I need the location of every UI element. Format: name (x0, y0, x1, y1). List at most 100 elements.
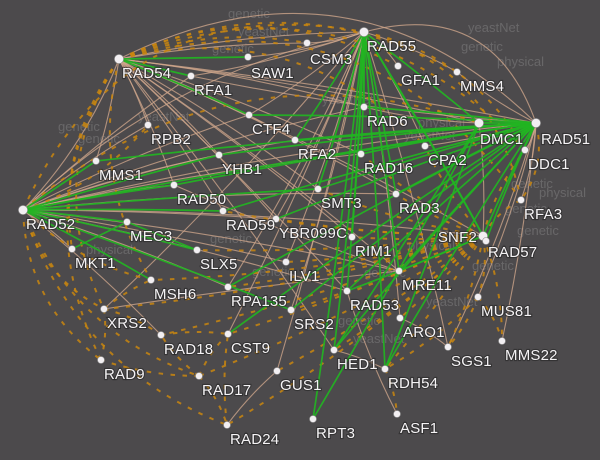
edge-RAD52-RAD18[interactable] (22, 209, 162, 336)
label-RFA2[interactable]: RFA2 (297, 145, 337, 164)
edge-SNF2-RAD17[interactable] (198, 235, 484, 377)
edge-DMC1-HED1[interactable] (333, 122, 480, 351)
edge-RAD54-YHB1[interactable] (118, 58, 220, 156)
label-GFA1[interactable]: GFA1 (400, 71, 441, 90)
label-RAD16[interactable]: RAD16 (363, 159, 414, 178)
edge-MEC3-SLX5[interactable] (126, 221, 198, 251)
edge-SNF2-XRS2[interactable] (103, 235, 484, 310)
node-ILV1[interactable] (282, 258, 290, 266)
edge-RAD52-MSH6[interactable] (22, 209, 152, 281)
node-CSM3[interactable] (303, 39, 311, 47)
edge-RAD52-SRS2[interactable] (22, 209, 292, 311)
node-RAD53[interactable] (343, 287, 351, 295)
label-RAD24[interactable]: RAD24 (229, 430, 280, 449)
label-RAD3[interactable]: RAD3 (398, 199, 441, 218)
label-MSH6[interactable]: MSH6 (153, 285, 197, 304)
edge-RAD55-RPT3[interactable] (312, 31, 365, 420)
label-YBR099C[interactable]: YBR099C (278, 224, 348, 243)
edge-RAD52-MSH6[interactable] (22, 209, 152, 281)
node-RAD59[interactable] (219, 207, 227, 215)
edge-RAD52-CTF4[interactable] (22, 114, 250, 211)
edge-RAD52-RAD55[interactable] (22, 23, 365, 211)
edge-RAD17-RAD9[interactable] (100, 359, 200, 377)
edge-MRE11-RAD50[interactable] (173, 184, 400, 272)
label-RAD53[interactable]: RAD53 (349, 296, 400, 315)
edge-HED1-RDH54[interactable] (333, 349, 386, 370)
node-ARO1[interactable] (396, 314, 404, 322)
label-RPT3[interactable]: RPT3 (315, 424, 356, 443)
edge-MUS81-RDH54[interactable] (384, 296, 479, 370)
edge-RAD52-RAD55[interactable] (22, 31, 365, 211)
label-ASF1[interactable]: ASF1 (399, 419, 439, 438)
edge-RAD17-CST9[interactable] (198, 333, 229, 377)
edge-RAD51-MUS81[interactable] (477, 122, 537, 298)
edge-SNF2-RDH54[interactable] (384, 235, 484, 370)
edge-RAD52-RPB2[interactable] (22, 124, 149, 211)
node-RDH54[interactable] (381, 365, 389, 373)
label-SMT3[interactable]: SMT3 (320, 194, 363, 213)
edge-SNF2-MSH6[interactable] (150, 235, 484, 281)
edge-RAD55-DMC1[interactable] (363, 31, 480, 124)
label-SNF2[interactable]: SNF2 (437, 228, 478, 247)
edge-RAD55-RAD51[interactable] (363, 24, 537, 124)
node-GFA1[interactable] (394, 62, 402, 70)
label-SLX5[interactable]: SLX5 (199, 255, 239, 274)
node-RFA2[interactable] (291, 136, 299, 144)
label-RPB2[interactable]: RPB2 (150, 130, 192, 149)
edge-RAD52-SMT3[interactable] (22, 188, 319, 211)
node-YHB1[interactable] (215, 151, 223, 159)
label-MMS4[interactable]: MMS4 (459, 77, 505, 96)
edge-CST9-RAD51[interactable] (227, 122, 537, 335)
label-RAD51[interactable]: RAD51 (540, 130, 591, 149)
label-MMS22[interactable]: MMS22 (504, 346, 559, 365)
edge-RAD54-RAD51[interactable] (118, 12, 537, 124)
node-MEC3[interactable] (123, 218, 131, 226)
edge-RDH54-RAD51[interactable] (384, 122, 537, 370)
node-CTF4[interactable] (245, 111, 253, 119)
node-RAD52[interactable] (18, 205, 28, 215)
edge-SNF2-CPA2[interactable] (424, 145, 484, 237)
node-RAD6[interactable] (360, 103, 368, 111)
node-GUS1[interactable] (273, 367, 281, 375)
edge-RAD53-RAD51[interactable] (346, 122, 537, 292)
edge-RAD52-RAD54[interactable] (22, 58, 120, 211)
edge-CTF4-RAD51[interactable] (248, 114, 537, 124)
label-GUS1[interactable]: GUS1 (279, 376, 323, 395)
node-RAD57[interactable] (482, 237, 490, 245)
edge-RAD54-SMT3[interactable] (118, 58, 319, 190)
node-CST9[interactable] (224, 330, 232, 338)
label-RAD52[interactable]: RAD52 (25, 215, 76, 234)
label-YHB1[interactable]: YHB1 (221, 160, 263, 179)
edge-RAD17-RAD18[interactable] (160, 334, 200, 377)
edge-RAD52-RAD59[interactable] (22, 208, 224, 212)
node-RPA135[interactable] (224, 283, 232, 291)
label-CST9[interactable]: CST9 (230, 339, 271, 358)
edge-RAD55-SRS2[interactable] (290, 31, 365, 311)
edge-RAD54-RFA3[interactable] (118, 40, 522, 201)
edge-RAD51-RFA3[interactable] (520, 122, 540, 201)
node-ASF1[interactable] (393, 410, 401, 418)
label-RAD55[interactable]: RAD55 (366, 37, 417, 56)
edge-RAD55-RAD57[interactable] (363, 31, 487, 242)
node-MMS1[interactable] (92, 157, 100, 165)
edge-RAD55-DDC1[interactable] (363, 31, 526, 151)
edge-XRS2-MRE11[interactable] (103, 270, 400, 310)
edge-SNF2-SLX5[interactable] (196, 235, 484, 252)
node-MUS81[interactable] (474, 293, 482, 301)
label-MKT1[interactable]: MKT1 (74, 254, 117, 273)
edge-RAD54-RAD55[interactable] (118, 31, 365, 60)
edge-RAD52-SLX5[interactable] (22, 209, 198, 251)
label-DDC1[interactable]: DDC1 (527, 155, 571, 174)
edge-RAD24-GUS1[interactable] (226, 370, 278, 426)
node-RAD18[interactable] (157, 331, 165, 339)
edge-RAD54-SAW1[interactable] (118, 56, 249, 60)
edge-RAD18-CST9[interactable] (160, 330, 229, 336)
edge-SRS2-RAD51[interactable] (290, 122, 537, 311)
label-HED1[interactable]: HED1 (336, 355, 379, 374)
edge-DMC1-RDH54[interactable] (384, 122, 480, 370)
label-MEC3[interactable]: MEC3 (129, 227, 173, 246)
label-RIM1[interactable]: RIM1 (354, 242, 393, 261)
label-RFA3[interactable]: RFA3 (523, 205, 563, 224)
edge-RAD17-RAD24[interactable] (198, 375, 228, 426)
edge-RAD52-MMS1[interactable] (22, 160, 97, 211)
